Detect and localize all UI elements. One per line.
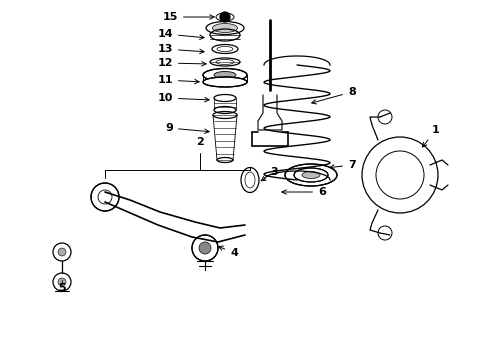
Text: 5: 5: [58, 283, 66, 293]
Text: 3: 3: [261, 167, 278, 181]
Circle shape: [199, 242, 211, 254]
Circle shape: [220, 12, 230, 22]
Ellipse shape: [294, 168, 328, 182]
Text: 4: 4: [219, 246, 238, 258]
Text: 1: 1: [422, 125, 440, 147]
Text: 12: 12: [157, 58, 206, 68]
Circle shape: [58, 248, 66, 256]
Text: 14: 14: [157, 29, 204, 40]
Text: 6: 6: [282, 187, 326, 197]
Circle shape: [192, 235, 218, 261]
Ellipse shape: [214, 72, 236, 78]
Text: 11: 11: [157, 75, 199, 85]
Circle shape: [91, 183, 119, 211]
Text: 10: 10: [158, 93, 209, 103]
Text: 2: 2: [196, 137, 204, 147]
Ellipse shape: [302, 171, 320, 179]
Text: 15: 15: [163, 12, 214, 22]
Text: 13: 13: [158, 44, 204, 54]
Ellipse shape: [285, 164, 337, 186]
Text: 9: 9: [165, 123, 209, 134]
Ellipse shape: [203, 77, 247, 87]
Circle shape: [58, 278, 66, 286]
Text: 7: 7: [330, 160, 356, 170]
Ellipse shape: [203, 68, 247, 81]
Text: 8: 8: [312, 87, 356, 104]
Ellipse shape: [213, 23, 238, 32]
